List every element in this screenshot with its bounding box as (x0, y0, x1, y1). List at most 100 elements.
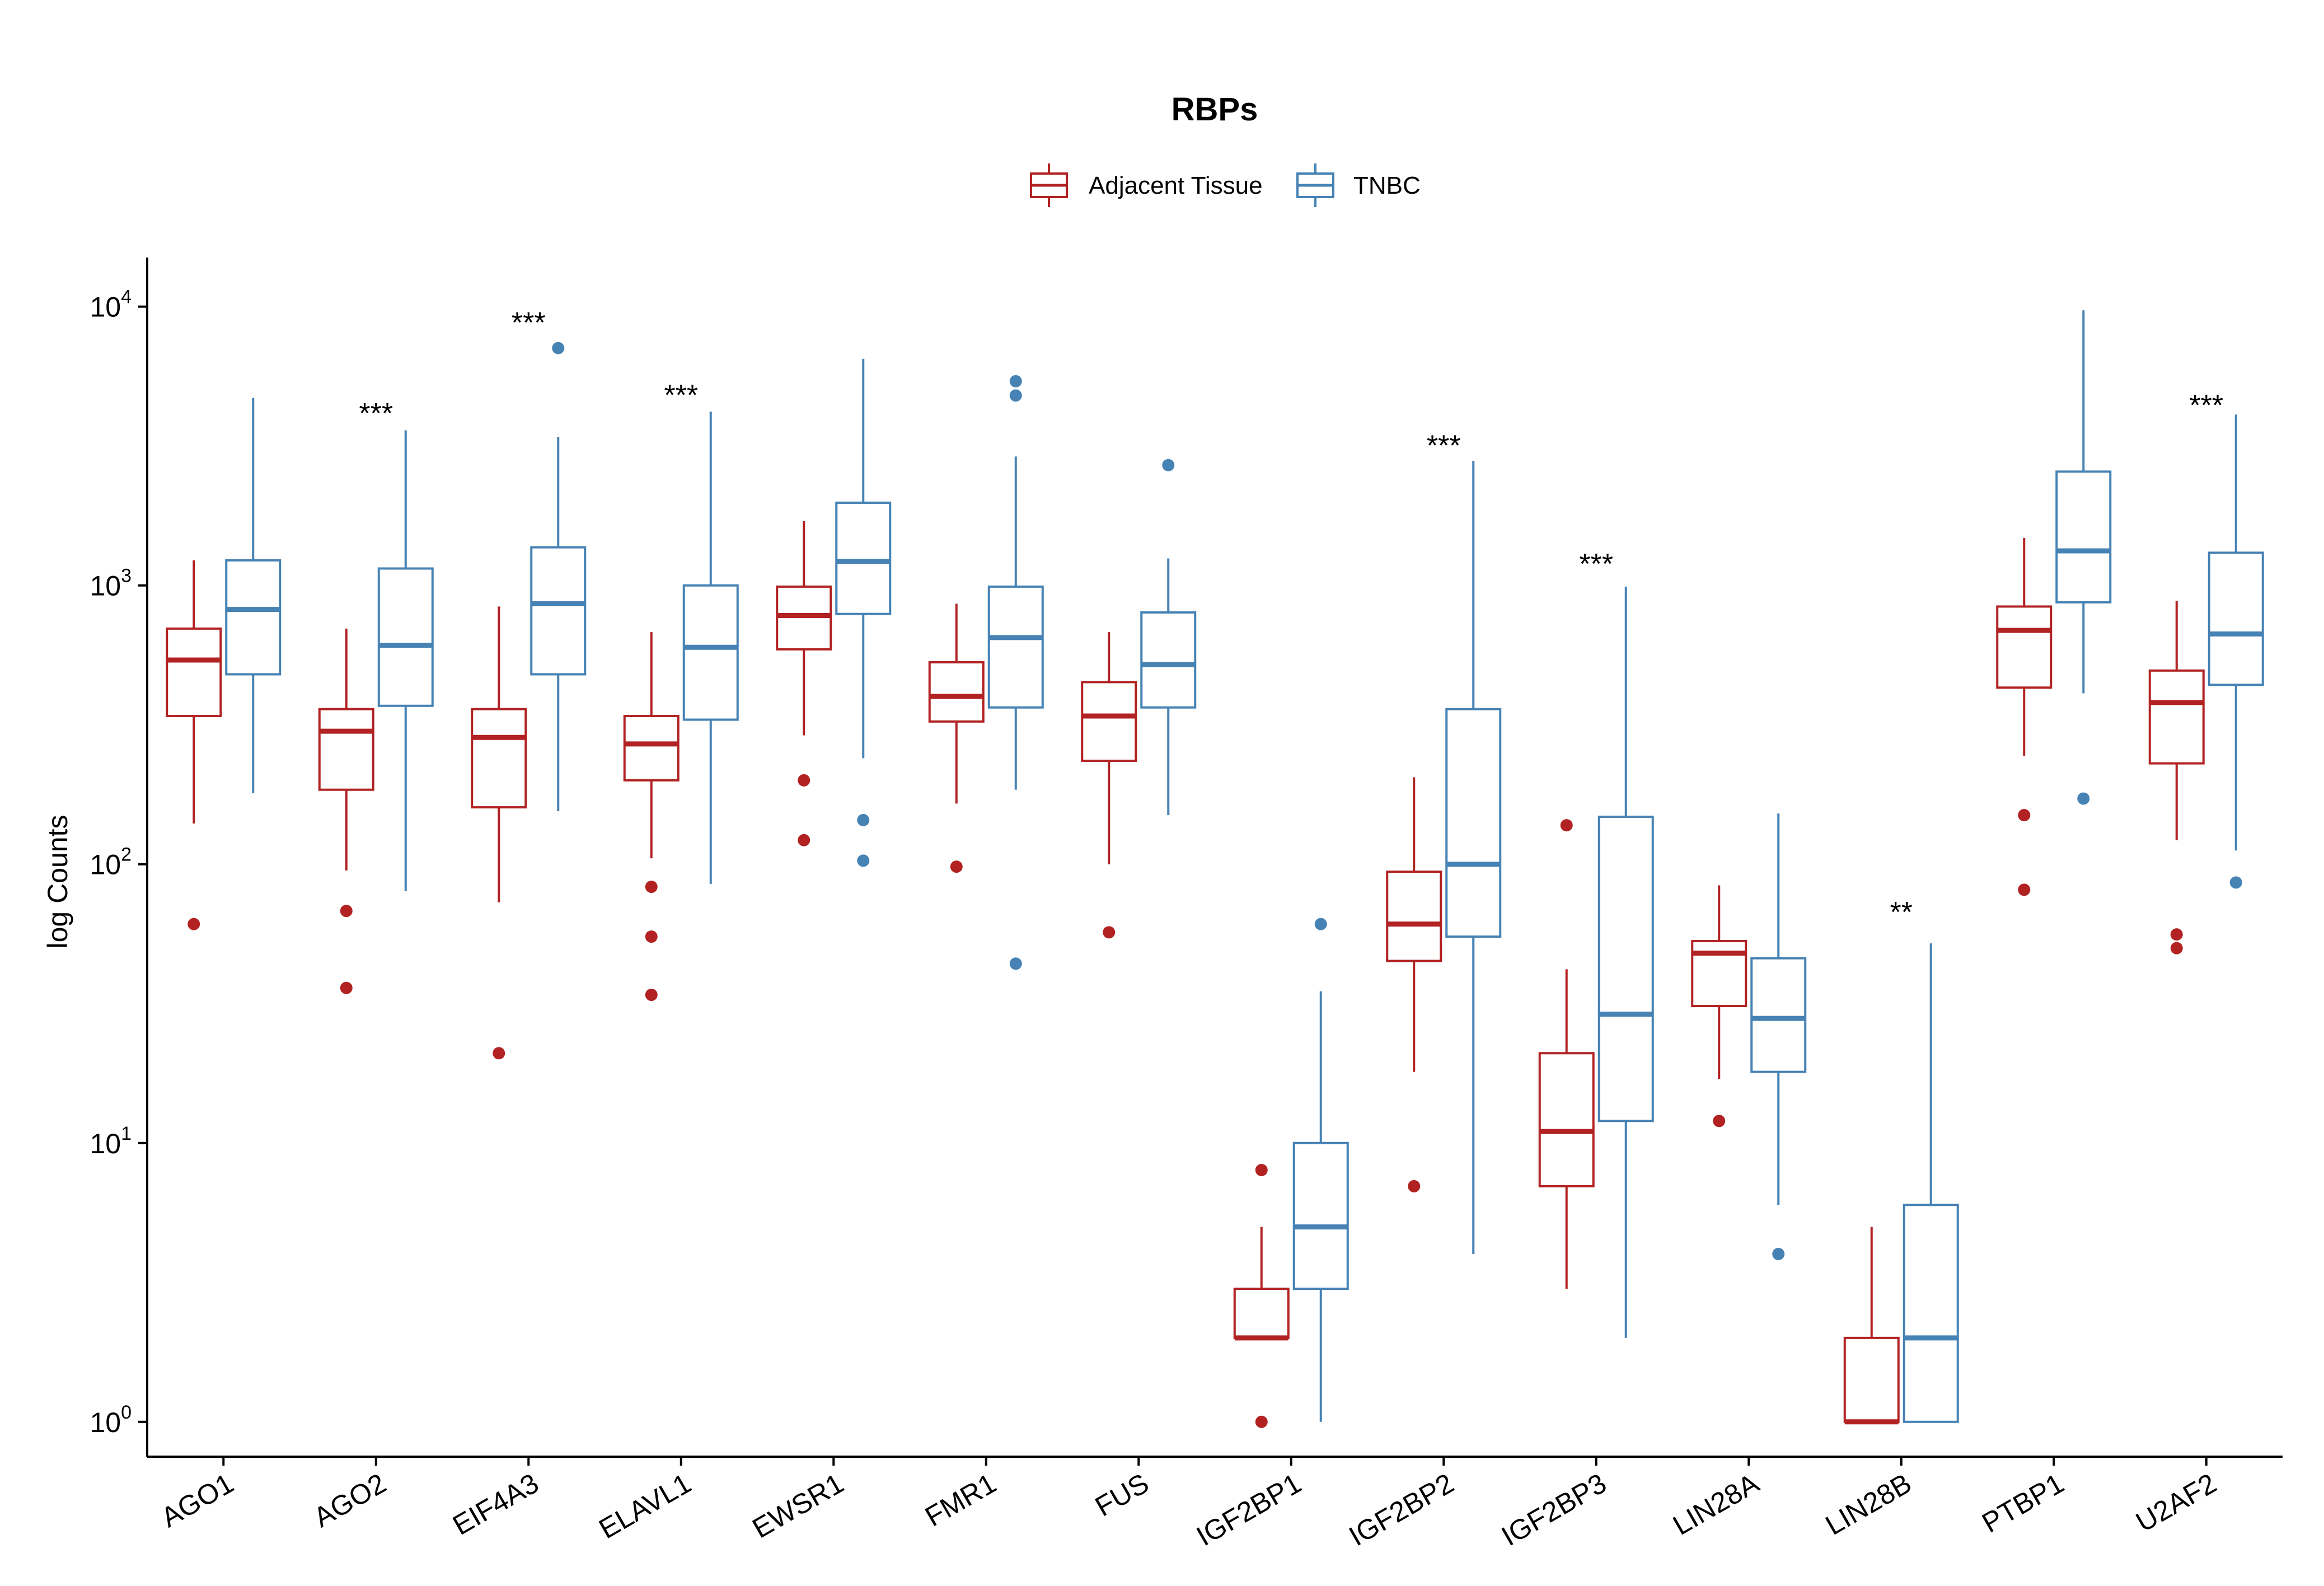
x-tick-label: FUS (1090, 1467, 1154, 1522)
legend-label: TNBC (1353, 172, 1421, 199)
y-tick-label: 100 (90, 1402, 132, 1438)
significance-label: *** (359, 397, 393, 430)
box-tnbc-igf2bp1 (1292, 918, 1349, 1422)
box-iqr (623, 715, 680, 782)
outlier-point (1314, 918, 1327, 930)
outlier-point (1009, 957, 1022, 970)
box-iqr (987, 585, 1044, 709)
box-tnbc-ago2 (377, 430, 434, 892)
x-tick-label: ELAVL1 (594, 1467, 697, 1545)
y-tick-label: 101 (90, 1123, 132, 1159)
legend-item-adjacent: Adjacent Tissue (1030, 163, 1263, 207)
box-iqr (166, 627, 222, 718)
significance-label: ** (1890, 896, 1913, 929)
outlier-point (340, 905, 353, 918)
box-iqr (1445, 708, 1502, 938)
outlier-point (2229, 876, 2242, 889)
box-iqr (2208, 551, 2264, 686)
significance-label: *** (1427, 429, 1461, 462)
box-adjacent-eif4a3 (471, 606, 527, 1060)
box-iqr (1903, 1204, 1959, 1423)
y-tick-label: 102 (90, 844, 132, 881)
legend: Adjacent Tissue TNBC (1030, 163, 1421, 207)
box-adjacent-ewsr1 (776, 521, 832, 846)
box-adjacent-ptbp1 (1996, 537, 2053, 896)
box-adjacent-igf2bp3 (1538, 819, 1595, 1289)
outlier-point (188, 918, 200, 930)
box-iqr (471, 708, 527, 809)
outlier-point (2077, 792, 2090, 805)
outlier-point (857, 813, 870, 826)
box-tnbc-ewsr1 (835, 358, 892, 867)
outlier-point (645, 881, 658, 893)
outlier-point (552, 341, 565, 354)
box-iqr (1996, 605, 2053, 689)
significance-label: *** (1579, 548, 1613, 581)
box-tnbc-fmr1 (987, 375, 1044, 970)
x-tick-label: IGF2BP3 (1496, 1467, 1611, 1552)
x-tick-label: PTBP1 (1977, 1467, 2069, 1539)
x-tick-label: U2AF2 (2130, 1467, 2222, 1538)
outlier-point (2170, 928, 2183, 941)
x-tick-label: EIF4A3 (447, 1467, 543, 1541)
box-tnbc-ago1 (225, 397, 282, 793)
box-iqr (1233, 1288, 1290, 1339)
box-iqr (928, 661, 985, 723)
box-tnbc-eif4a3 (530, 341, 587, 811)
outlier-point (1103, 926, 1116, 939)
outlier-point (1560, 819, 1573, 832)
box-iqr (1081, 681, 1137, 762)
box-iqr (2055, 470, 2112, 603)
outlier-point (1713, 1115, 1726, 1127)
box-adjacent-lin28a (1691, 885, 1747, 1127)
box-tnbc-elavl1 (682, 411, 739, 884)
box-tnbc-igf2bp2 (1445, 461, 1502, 1254)
box-iqr (377, 567, 434, 707)
outlier-point (1255, 1164, 1268, 1177)
box-tnbc-lin28a (1750, 813, 1807, 1260)
outlier-point (2170, 942, 2183, 955)
outlier-point (950, 860, 963, 873)
y-tick-label: 104 (90, 287, 132, 323)
box-adjacent-fmr1 (928, 603, 985, 873)
outlier-point (2018, 809, 2031, 822)
y-axis: 100 101 102 103 104 (90, 258, 148, 1457)
outlier-point (645, 989, 658, 1002)
x-tick-label: IGF2BP1 (1191, 1467, 1306, 1552)
box-adjacent-fus (1081, 632, 1137, 939)
box-adjacent-ago1 (166, 560, 222, 930)
box-iqr (225, 559, 282, 676)
outlier-point (1009, 389, 1022, 402)
box-iqr (1750, 957, 1807, 1073)
box-adjacent-igf2bp1 (1233, 1164, 1290, 1428)
significance-label: *** (2189, 390, 2223, 422)
outlier-point (1162, 459, 1175, 471)
outlier-point (798, 774, 810, 787)
box-iqr (1140, 611, 1197, 709)
outlier-point (340, 981, 353, 994)
box-group (166, 310, 2264, 1428)
x-tick-label: LIN28B (1820, 1467, 1917, 1541)
box-adjacent-lin28b (1843, 1227, 1900, 1425)
significance-label: *** (664, 380, 698, 412)
box-tnbc-ptbp1 (2055, 310, 2112, 805)
x-tick-label: AGO2 (308, 1467, 391, 1533)
box-iqr (1292, 1141, 1349, 1290)
box-tnbc-u2af2 (2208, 414, 2264, 889)
box-iqr (1538, 1052, 1595, 1187)
x-tick-label: AGO1 (156, 1467, 238, 1533)
significance-label: *** (512, 307, 546, 339)
box-tnbc-fus (1140, 459, 1197, 816)
box-iqr (318, 708, 374, 791)
y-tick-label: 103 (90, 565, 132, 602)
box-iqr (2148, 669, 2205, 765)
significance-annotations: ******************** (359, 307, 2223, 929)
outlier-point (1408, 1180, 1421, 1192)
box-tnbc-igf2bp3 (1597, 586, 1654, 1338)
box-iqr (530, 546, 587, 676)
outlier-point (798, 834, 810, 846)
box-adjacent-ago2 (318, 628, 374, 994)
outlier-point (493, 1047, 505, 1060)
outlier-point (1009, 375, 1022, 387)
